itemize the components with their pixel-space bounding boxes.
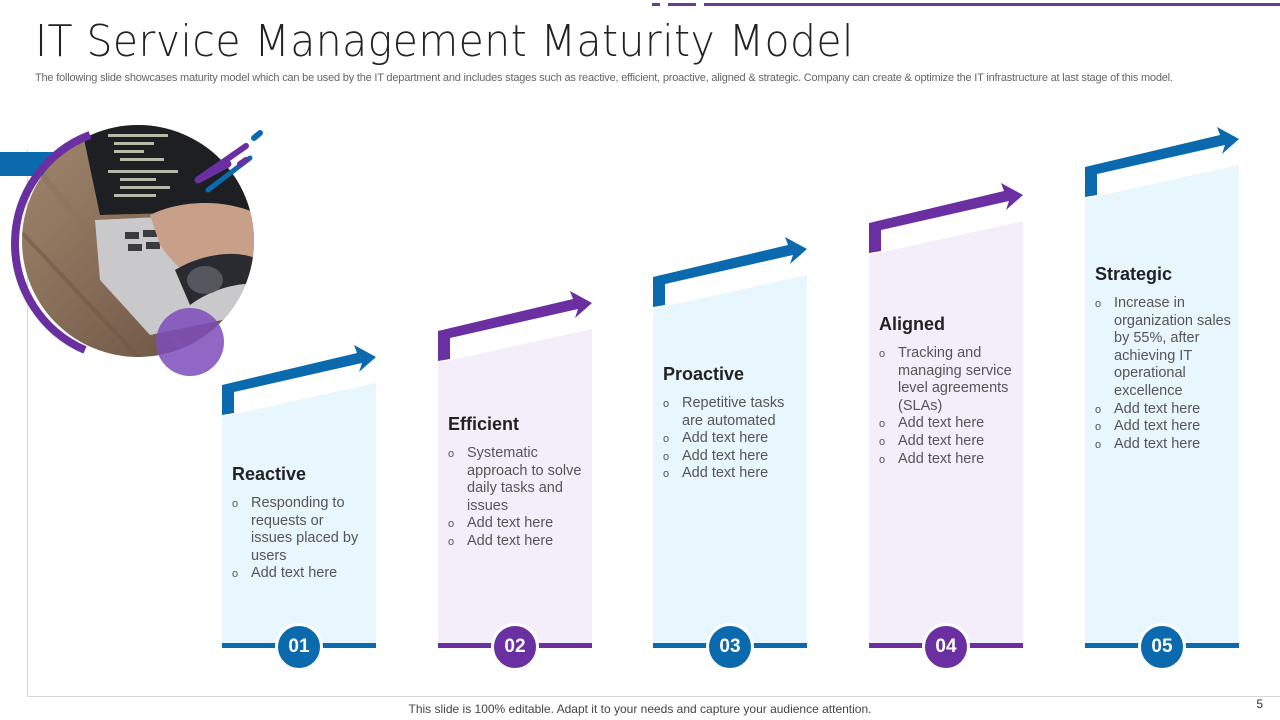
stage-card-efficient: Efficient Systematic approach to solve d…	[438, 291, 598, 675]
page-number: 5	[1256, 697, 1263, 711]
stage-card-aligned: Aligned Tracking and managing service le…	[869, 183, 1029, 675]
stage-bullets: Responding to requests or issues placed …	[232, 495, 362, 584]
bullet-item: Add text here	[879, 451, 1019, 469]
bullet-item: Responding to requests or issues placed …	[232, 495, 362, 565]
bullet-item: Add text here	[232, 565, 362, 583]
bullet-item: Repetitive tasks are automated	[663, 395, 803, 430]
stage-number-badge: 01	[275, 623, 323, 671]
stage-title: Efficient	[448, 414, 520, 434]
top-accent-bar	[668, 3, 696, 6]
stage-number-badge: 03	[706, 623, 754, 671]
stage-number-badge: 05	[1138, 623, 1186, 671]
stage-number-badge: 02	[491, 623, 539, 671]
laptop-photo	[10, 120, 263, 380]
bullet-item: Add text here	[879, 415, 1019, 433]
stage-card-proactive: Proactive Repetitive tasks are automated…	[653, 237, 813, 675]
bullet-item: Add text here	[879, 433, 1019, 451]
bullet-item: Add text here	[1095, 436, 1235, 454]
bullet-item: Add text here	[1095, 418, 1235, 436]
frame-border-bottom	[27, 696, 1280, 697]
bullet-item: Increase in organization sales by 55%, a…	[1095, 295, 1235, 401]
stage-bullets: Repetitive tasks are automated Add text …	[663, 395, 803, 484]
bullet-item: Add text here	[448, 515, 588, 533]
slide-subtitle: The following slide showcases maturity m…	[35, 72, 1173, 84]
top-accent-bar	[704, 3, 1280, 6]
stage-title: Strategic	[1095, 264, 1173, 284]
stage-bullets: Increase in organization sales by 55%, a…	[1095, 295, 1235, 454]
stage-card-strategic: Strategic Increase in organization sales…	[1085, 127, 1245, 675]
stage-card-reactive: Reactive Responding to requests or issue…	[222, 345, 382, 675]
bullet-item: Add text here	[448, 533, 588, 551]
frame-border-left	[27, 150, 28, 696]
laptop-typing-image-icon	[11, 125, 263, 376]
bullet-item: Add text here	[1095, 401, 1235, 419]
footer-note: This slide is 100% editable. Adapt it to…	[408, 702, 872, 716]
stage-bullets: Systematic approach to solve daily tasks…	[448, 445, 588, 551]
bullet-item: Add text here	[663, 465, 803, 483]
stage-title: Reactive	[232, 464, 307, 484]
bullet-item: Add text here	[663, 430, 803, 448]
stage-title: Proactive	[663, 364, 745, 384]
stage-number-badge: 04	[922, 623, 970, 671]
top-accent-bar	[652, 3, 660, 6]
bullet-item: Systematic approach to solve daily tasks…	[448, 445, 588, 515]
slide-title: IT Service Management Maturity Model	[35, 16, 854, 67]
bullet-item: Add text here	[663, 448, 803, 466]
stage-bullets: Tracking and managing service level agre…	[879, 345, 1019, 469]
bullet-item: Tracking and managing service level agre…	[879, 345, 1019, 415]
stage-title: Aligned	[879, 314, 945, 334]
